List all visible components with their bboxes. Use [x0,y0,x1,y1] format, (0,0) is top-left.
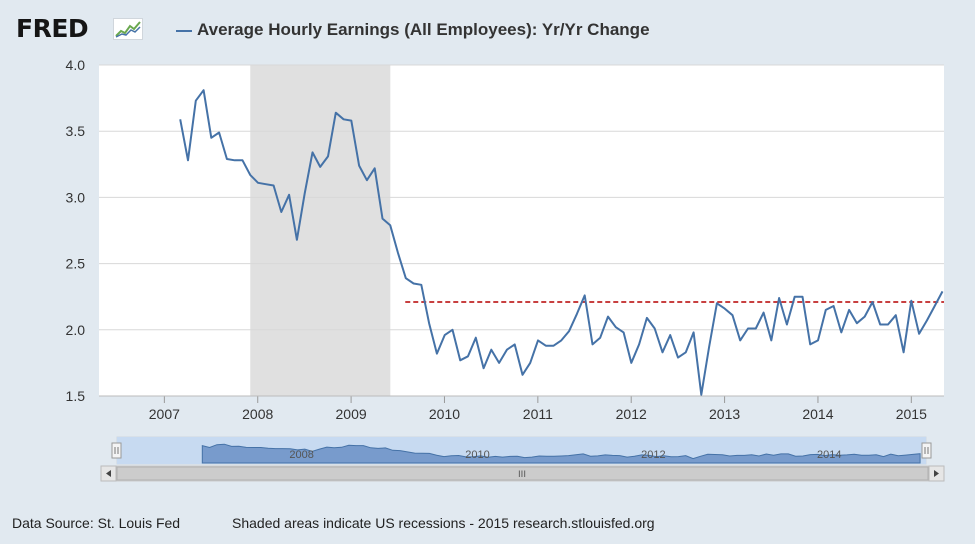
x-tick-label: 2010 [429,406,460,422]
navigator[interactable]: 2008 2010 2012 2014 [111,436,932,465]
x-axis-labels: 2007 2008 2009 2010 2011 2012 2013 2014 2015 [149,406,927,422]
scrollbar-grip: III [518,470,526,480]
navigator-tick-labels: 2008 2010 2012 2014 [289,449,841,461]
x-tick-label: 2009 [336,406,367,422]
y-tick-label: 3.5 [66,123,86,139]
footer-source: Data Source: St. Louis Fed [12,515,181,531]
navigator-tick-label: 2010 [465,449,489,461]
x-tick-label: 2008 [242,406,273,422]
legend-series-title[interactable]: Average Hourly Earnings (All Employees):… [197,20,650,39]
x-tick-label: 2013 [709,406,740,422]
triangle-right-icon [934,470,939,477]
plot-area [99,65,944,396]
x-axis-ticks [99,395,944,403]
scrollbar-thumb[interactable] [116,466,929,481]
y-tick-label: 3.0 [66,189,86,205]
x-tick-label: 2012 [616,406,647,422]
series-points [180,90,943,395]
y-tick-label: 2.5 [66,256,86,272]
navigator-handle-right[interactable] [921,442,932,459]
fred-logo[interactable]: FRED [16,14,89,43]
legend-line-swatch [176,30,192,32]
x-tick-label: 2014 [802,406,833,422]
navigator-tick-label: 2008 [289,449,313,461]
triangle-left-icon [106,470,111,477]
x-tick-label: 2007 [149,406,180,422]
y-tick-label: 2.0 [66,322,86,338]
y-tick-label: 4.0 [66,57,86,73]
y-tick-label: 1.5 [66,388,86,404]
navigator-handle-left[interactable] [111,442,122,459]
y-axis-labels: 1.5 2.0 2.5 3.0 3.5 4.0 [66,57,86,404]
chart-svg: 1.52.02.53.03.54.0 2007 2008 2009 2010 2011 2… [66,57,945,482]
navigator-tick-label: 2014 [817,449,841,461]
navigator-series-area [201,443,921,464]
x-tick-label: 2015 [896,406,927,422]
x-tick-label: 2011 [523,406,553,422]
line-graph-icon [113,18,143,40]
navigator-tick-label: 2012 [641,449,665,461]
scrollbar[interactable]: III [100,465,945,482]
footer-note: Shaded areas indicate US recessions - 20… [232,515,655,531]
recession-shade [250,65,391,396]
